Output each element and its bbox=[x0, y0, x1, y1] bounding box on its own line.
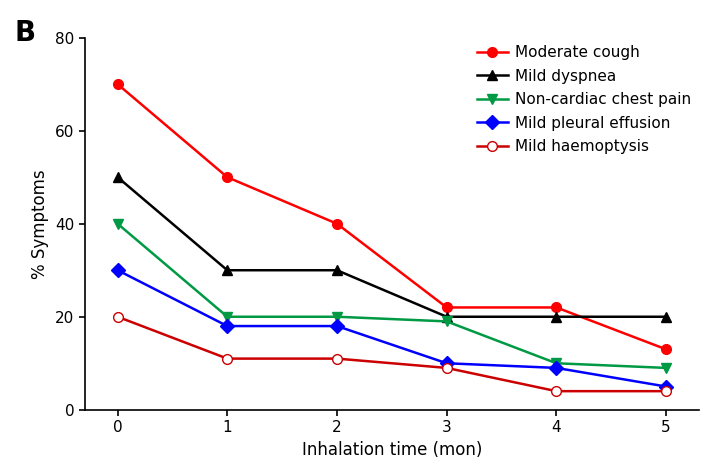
Mild haemoptysis bbox=[662, 388, 670, 394]
Mild dyspnea bbox=[662, 314, 670, 319]
Moderate cough bbox=[552, 305, 561, 310]
Line: Non-cardiac chest pain: Non-cardiac chest pain bbox=[113, 219, 671, 373]
X-axis label: Inhalation time (mon): Inhalation time (mon) bbox=[301, 441, 482, 459]
Text: B: B bbox=[14, 19, 35, 47]
Mild pleural effusion bbox=[443, 360, 451, 366]
Non-cardiac chest pain bbox=[223, 314, 232, 319]
Moderate cough bbox=[662, 347, 670, 352]
Mild haemoptysis bbox=[333, 356, 341, 361]
Mild pleural effusion bbox=[662, 384, 670, 390]
Mild dyspnea bbox=[333, 268, 341, 273]
Mild pleural effusion bbox=[223, 323, 232, 329]
Mild pleural effusion bbox=[333, 323, 341, 329]
Mild haemoptysis bbox=[114, 314, 122, 319]
Mild haemoptysis bbox=[443, 365, 451, 371]
Mild dyspnea bbox=[114, 174, 122, 180]
Non-cardiac chest pain bbox=[552, 360, 561, 366]
Non-cardiac chest pain bbox=[333, 314, 341, 319]
Mild haemoptysis bbox=[223, 356, 232, 361]
Mild haemoptysis bbox=[552, 388, 561, 394]
Non-cardiac chest pain bbox=[662, 365, 670, 371]
Mild dyspnea bbox=[552, 314, 561, 319]
Moderate cough bbox=[443, 305, 451, 310]
Mild dyspnea bbox=[443, 314, 451, 319]
Line: Mild dyspnea: Mild dyspnea bbox=[113, 172, 671, 322]
Legend: Moderate cough, Mild dyspnea, Non-cardiac chest pain, Mild pleural effusion, Mil: Moderate cough, Mild dyspnea, Non-cardia… bbox=[477, 45, 691, 154]
Line: Mild haemoptysis: Mild haemoptysis bbox=[113, 312, 671, 396]
Mild pleural effusion bbox=[114, 268, 122, 273]
Line: Mild pleural effusion: Mild pleural effusion bbox=[113, 265, 671, 391]
Non-cardiac chest pain bbox=[114, 221, 122, 227]
Mild dyspnea bbox=[223, 268, 232, 273]
Non-cardiac chest pain bbox=[443, 318, 451, 324]
Moderate cough bbox=[223, 174, 232, 180]
Mild pleural effusion bbox=[552, 365, 561, 371]
Moderate cough bbox=[333, 221, 341, 227]
Y-axis label: % Symptoms: % Symptoms bbox=[31, 169, 49, 278]
Line: Moderate cough: Moderate cough bbox=[113, 79, 671, 354]
Moderate cough bbox=[114, 81, 122, 87]
